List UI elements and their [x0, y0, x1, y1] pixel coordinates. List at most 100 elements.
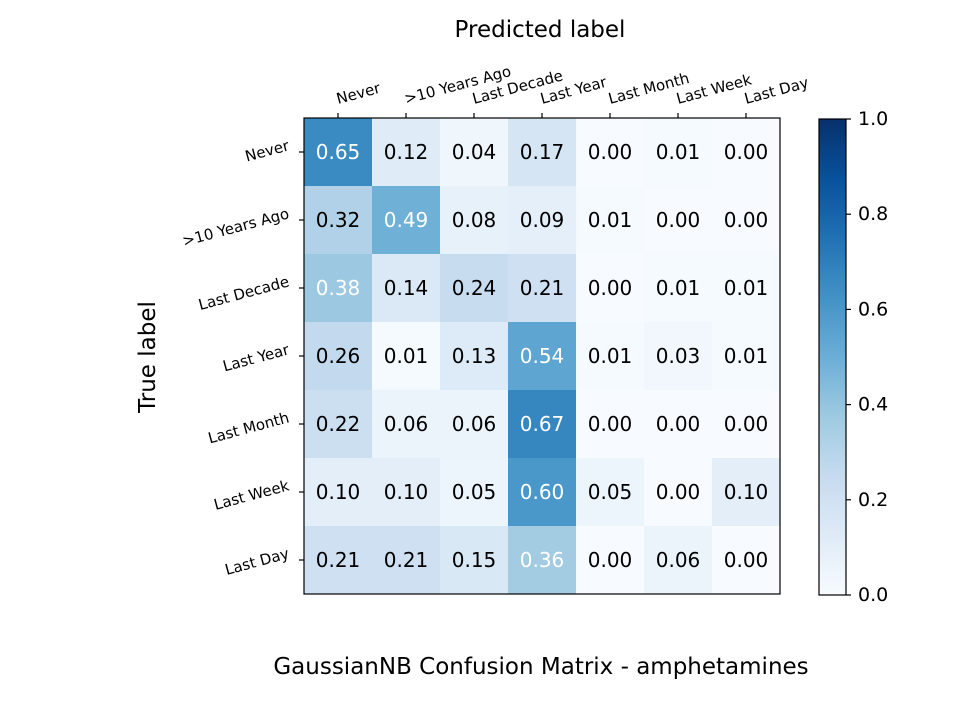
heatmap-cell — [440, 458, 509, 527]
colorbar — [818, 118, 847, 596]
heatmap-cell — [644, 118, 713, 187]
heatmap-cell — [372, 186, 441, 255]
cell-value-label: 0.05 — [452, 480, 497, 504]
heatmap-cell — [644, 390, 713, 459]
cell-value-label: 0.06 — [452, 412, 497, 436]
cell-value-label: 0.38 — [316, 276, 361, 300]
cell-value-label: 0.21 — [316, 548, 361, 572]
heatmap-cell — [304, 186, 373, 255]
heatmap-cell — [508, 322, 577, 391]
heatmap-cell-labels: 0.65 0.12 0.04 0.17 0.00 0.01 0.00 0.32 0.49 0.08… — [316, 140, 769, 572]
colorbar-tick-label: 0.4 — [858, 394, 888, 416]
cell-value-label: 0.21 — [520, 276, 565, 300]
y-tick-label: Last Month — [206, 408, 291, 447]
heatmap-cell — [372, 390, 441, 459]
cell-value-label: 0.60 — [520, 480, 565, 504]
cell-value-label: 0.00 — [724, 140, 769, 164]
cell-value-label: 0.10 — [316, 480, 361, 504]
cell-value-label: 0.54 — [520, 344, 565, 368]
heatmap-cell — [304, 118, 373, 187]
heatmap-cell — [440, 526, 509, 595]
heatmap-cell — [712, 458, 781, 527]
heatmap-cell — [508, 118, 577, 187]
cell-value-label: 0.24 — [452, 276, 497, 300]
y-ticks: Never >10 Years Ago Last Decade Last Year La… — [180, 136, 304, 579]
heatmap-cell — [576, 322, 645, 391]
cell-value-label: 0.06 — [656, 548, 701, 572]
colorbar-tick-label: 0.6 — [858, 298, 888, 320]
colorbar-tick-label: 0.8 — [858, 203, 888, 225]
cell-value-label: 0.01 — [724, 276, 769, 300]
heatmap-cell — [712, 186, 781, 255]
y-tick-label: Never — [243, 136, 292, 165]
cell-value-label: 0.00 — [656, 412, 701, 436]
heatmap-cell — [440, 322, 509, 391]
cell-value-label: 0.00 — [724, 548, 769, 572]
y-tick-label: Last Year — [221, 340, 292, 375]
heatmap-cell — [304, 322, 373, 391]
heatmap-cell — [440, 118, 509, 187]
cell-value-label: 0.22 — [316, 412, 361, 436]
cell-value-label: 0.06 — [384, 412, 429, 436]
cell-value-label: 0.10 — [384, 480, 429, 504]
cell-value-label: 0.00 — [656, 480, 701, 504]
heatmap-cell — [712, 118, 781, 187]
x-tick-label: Never — [334, 79, 383, 108]
chart-title: GaussianNB Confusion Matrix - amphetamin… — [273, 654, 809, 680]
cell-value-label: 0.12 — [384, 140, 429, 164]
cell-value-label: 0.32 — [316, 208, 361, 232]
heatmap-cell — [440, 390, 509, 459]
y-tick-label: Last Week — [212, 476, 291, 513]
heatmap-cells — [304, 118, 781, 595]
heatmap-cell — [304, 390, 373, 459]
heatmap-cell — [304, 254, 373, 323]
cell-value-label: 0.15 — [452, 548, 497, 572]
colorbar-ticks: 0.0 0.2 0.4 0.6 0.8 1.0 — [846, 108, 888, 606]
heatmap-cell — [508, 390, 577, 459]
heatmap-cell — [712, 322, 781, 391]
cell-value-label: 0.17 — [520, 140, 565, 164]
heatmap-cell — [508, 458, 577, 527]
heatmap-cell — [372, 254, 441, 323]
heatmap-cell — [712, 526, 781, 595]
y-tick-label: >10 Years Ago — [180, 204, 291, 250]
cell-value-label: 0.01 — [384, 344, 429, 368]
heatmap-cell — [372, 526, 441, 595]
y-tick-label: Last Decade — [197, 272, 291, 313]
heatmap-cell — [712, 390, 781, 459]
x-tick-label: Last Day — [742, 73, 810, 107]
colorbar-tick-label: 1.0 — [858, 108, 888, 130]
cell-value-label: 0.09 — [520, 208, 565, 232]
cell-value-label: 0.21 — [384, 548, 429, 572]
heatmap-cell — [576, 118, 645, 187]
heatmap-cell — [576, 390, 645, 459]
cell-value-label: 0.00 — [588, 548, 633, 572]
cell-value-label: 0.01 — [588, 208, 633, 232]
cell-value-label: 0.00 — [588, 140, 633, 164]
y-tick-label: Last Day — [223, 544, 291, 578]
heatmap-cell — [576, 526, 645, 595]
cell-value-label: 0.65 — [316, 140, 361, 164]
heatmap-cell — [372, 118, 441, 187]
heatmap-cell — [372, 458, 441, 527]
cell-value-label: 0.08 — [452, 208, 497, 232]
cell-value-label: 0.04 — [452, 140, 497, 164]
heatmap-cell — [576, 254, 645, 323]
heatmap-cell — [372, 322, 441, 391]
cell-value-label: 0.36 — [520, 548, 565, 572]
heatmap-cell — [644, 322, 713, 391]
heatmap-cell — [644, 458, 713, 527]
cell-value-label: 0.01 — [588, 344, 633, 368]
cell-value-label: 0.00 — [588, 412, 633, 436]
cell-value-label: 0.67 — [520, 412, 565, 436]
heatmap-cell — [644, 186, 713, 255]
cell-value-label: 0.00 — [724, 412, 769, 436]
x-axis-label: Predicted label — [454, 17, 626, 43]
heatmap-cell — [644, 526, 713, 595]
cell-value-label: 0.03 — [656, 344, 701, 368]
cell-value-label: 0.10 — [724, 480, 769, 504]
heatmap-cell — [644, 254, 713, 323]
cell-value-label: 0.01 — [656, 276, 701, 300]
